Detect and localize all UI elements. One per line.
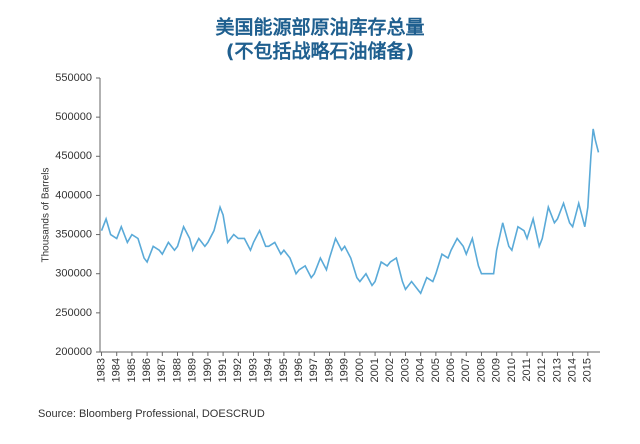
x-tick-label: 2011 (521, 358, 533, 382)
x-tick-label: 2002 (384, 358, 396, 382)
y-axis-label: Thousands of Barrels (41, 167, 52, 262)
x-tick-label: 1985 (126, 358, 138, 382)
x-tick-label: 2009 (491, 358, 503, 382)
x-tick-label: 1989 (187, 358, 199, 382)
x-tick-label: 2001 (369, 358, 381, 382)
x-tick-label: 1991 (217, 358, 229, 382)
x-tick-label: 2015 (582, 358, 594, 382)
x-tick-label: 2008 (475, 358, 487, 382)
chart-subtitle: (不包括战略石油储备) (226, 40, 414, 63)
data-line (100, 128, 600, 295)
source: Source: Bloomberg Professional, DOESCRUD (38, 408, 265, 420)
y-tick-label: 550000 (55, 72, 92, 84)
x-tick-label: 2012 (536, 358, 548, 382)
x-tick-label: 1990 (202, 358, 214, 382)
y-tick-label: 250000 (55, 307, 92, 319)
x-tick-label: 1997 (308, 358, 320, 382)
x-tick-label: 1992 (232, 358, 244, 382)
y-tick-label: 500000 (55, 111, 92, 123)
x-tick-label: 2000 (354, 358, 366, 382)
x-tick-label: 2004 (415, 358, 427, 382)
x-tick-label: 1986 (141, 358, 153, 382)
y-tick-label: 350000 (55, 228, 92, 240)
chart-title: 美国能源部原油库存总量 (215, 16, 424, 39)
x-tick-label: 2007 (460, 358, 472, 382)
x-tick-label: 1987 (156, 358, 168, 382)
x-tick-label: 1983 (95, 358, 107, 382)
x-tick-label: 2010 (506, 358, 518, 382)
y-tick-label: 400000 (55, 189, 92, 201)
x-tick-label: 2006 (445, 358, 457, 382)
x-tick-label: 2005 (430, 358, 442, 382)
x-tick-label: 1994 (263, 358, 275, 382)
x-tick-label: 1998 (323, 358, 335, 382)
x-tick-label: 1995 (278, 358, 290, 382)
x-tick-label: 1993 (247, 358, 259, 382)
x-tick-label: 1988 (171, 358, 183, 382)
x-tick-label: 2003 (399, 358, 411, 382)
y-tick-label: 450000 (55, 150, 92, 162)
y-tick-label: 300000 (55, 268, 92, 280)
x-tick-label: 1996 (293, 358, 305, 382)
x-tick-label: 2014 (567, 358, 579, 382)
x-tick-label: 1984 (111, 358, 123, 382)
x-tick-label: 2013 (551, 358, 563, 382)
y-tick-label: 200000 (55, 346, 92, 358)
x-tick-label: 1999 (339, 358, 351, 382)
